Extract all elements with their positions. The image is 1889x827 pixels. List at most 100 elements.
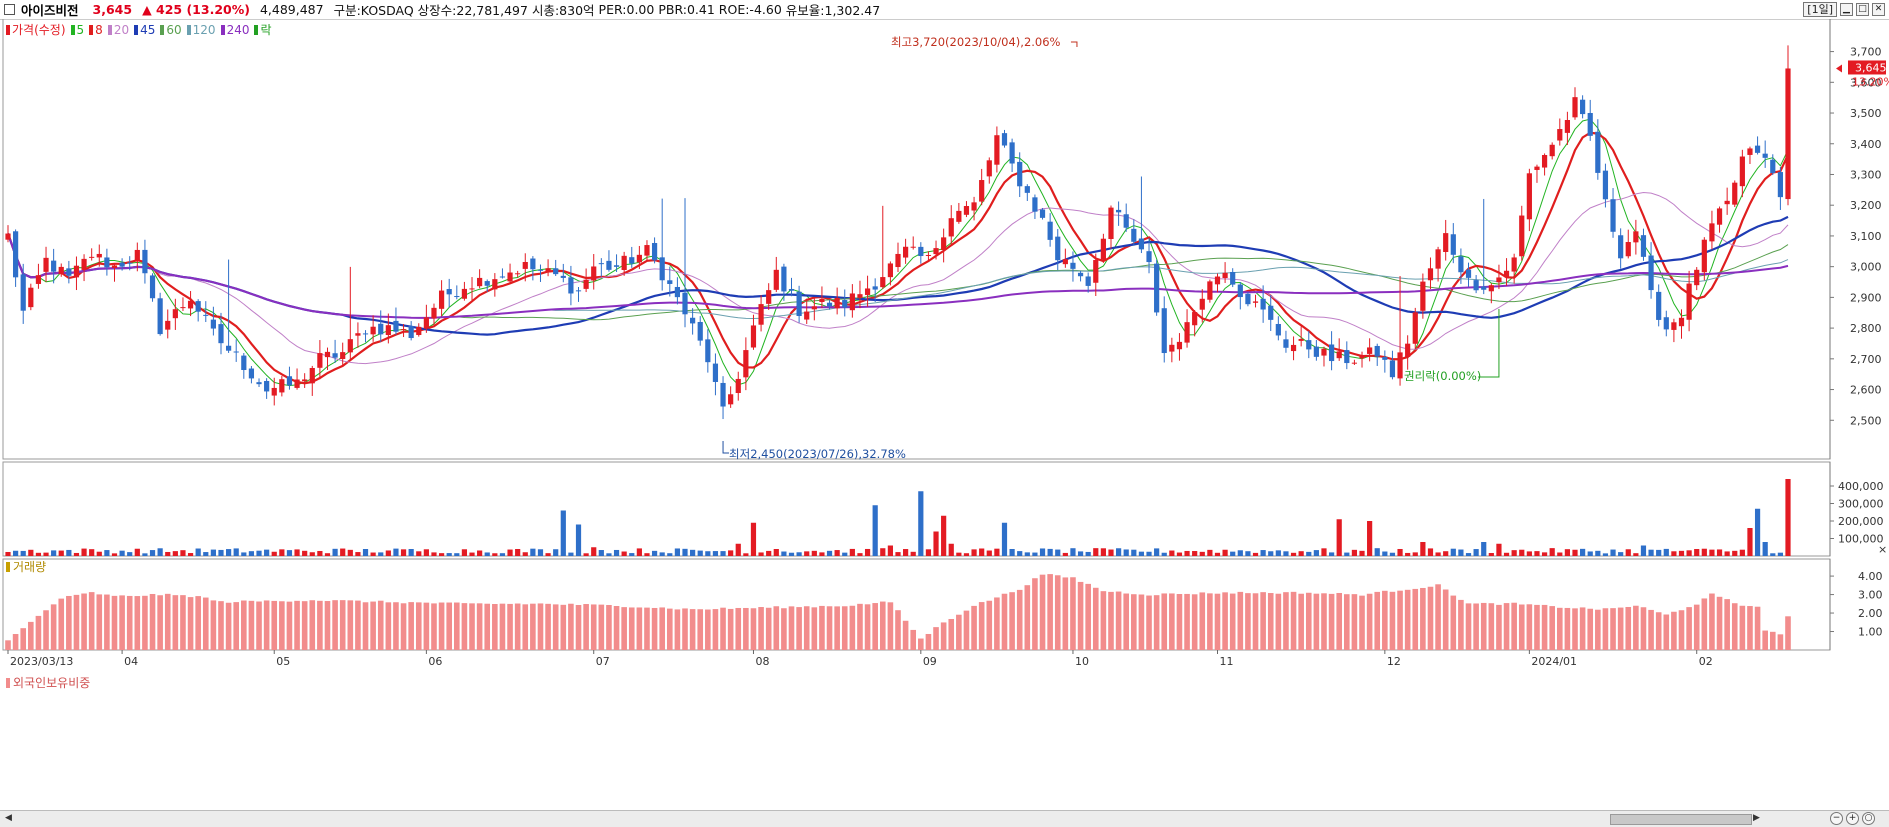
volume-bar (583, 553, 589, 556)
volume-bar (1481, 542, 1487, 556)
zoom-out-icon[interactable]: − (1830, 812, 1843, 825)
foreign-bar (674, 609, 681, 650)
minimize-icon[interactable]: ▁ (1840, 3, 1853, 16)
foreign-bar (324, 601, 331, 650)
foreign-bar (1496, 604, 1502, 650)
volume-bar (1496, 543, 1502, 556)
foreign-bar (1321, 593, 1327, 650)
volume-bar (1199, 551, 1205, 556)
candle-body (1458, 256, 1464, 273)
candle-body (1625, 242, 1631, 257)
legend-drop[interactable]: 락 (254, 21, 272, 38)
volume-bar (446, 553, 452, 556)
candle-body (1230, 271, 1236, 285)
volume-bar (705, 551, 711, 556)
scroll-right-icon[interactable]: ▶ (1753, 813, 1760, 823)
foreign-bar (1222, 592, 1228, 650)
foreign-bar (1252, 593, 1259, 650)
candle-body (1564, 120, 1571, 133)
candle-body (1473, 280, 1479, 291)
volume-bar (1656, 549, 1662, 556)
volume-tick-label: 300,000 (1838, 498, 1884, 511)
foreign-bar (1480, 602, 1487, 650)
volume-bar (591, 547, 597, 556)
legend-ma-240[interactable]: 240 (220, 21, 249, 38)
foreign-bar (294, 600, 300, 650)
volume-bar (1230, 551, 1236, 556)
scroll-left-icon[interactable]: ◀ (5, 813, 12, 823)
volume-bar (1458, 549, 1464, 556)
candle-body (454, 296, 460, 298)
candle-body (895, 253, 901, 268)
candle-body (682, 292, 688, 315)
volume-bar (484, 552, 490, 556)
volume-bar (1724, 551, 1730, 556)
candle-body (773, 269, 779, 290)
period-button[interactable]: [1일] (1803, 2, 1837, 17)
foreign-bar (910, 629, 917, 650)
foreign-bar (408, 602, 414, 650)
candle-body (743, 350, 749, 378)
volume-bar (522, 552, 528, 556)
foreign-bar (1503, 603, 1510, 650)
candle-body (1602, 170, 1609, 200)
legend-ma-20-swatch (107, 24, 112, 35)
foreign-bar (1518, 604, 1525, 650)
candle-body (332, 353, 338, 358)
volume-bar (1009, 548, 1015, 556)
candle-body (826, 302, 833, 307)
volume-bar (834, 550, 840, 556)
volume-bar (233, 548, 239, 556)
foreign-bar (1686, 607, 1692, 650)
legend-ma-5[interactable]: 5 (70, 21, 84, 38)
legend-ma-120[interactable]: 120 (186, 21, 216, 38)
foreign-bar (301, 601, 308, 650)
volume-bar (1389, 552, 1396, 556)
zoom-reset-icon[interactable]: ○ (1862, 812, 1875, 825)
candle-body (925, 254, 932, 256)
volume-bar (1039, 548, 1046, 556)
foreign-bar (1047, 574, 1053, 650)
legend-price[interactable]: 가격(수정) (6, 21, 66, 38)
candle-body (1465, 269, 1472, 278)
candle-body (1701, 239, 1707, 273)
close-icon[interactable]: ✕ (1872, 3, 1885, 16)
foreign-bar (1085, 583, 1091, 650)
volume-bar (1214, 552, 1221, 556)
select-checkbox[interactable] (4, 4, 15, 15)
foreign-bar (1442, 589, 1449, 650)
legend-ma-20[interactable]: 20 (107, 21, 129, 38)
candle-body (1640, 235, 1647, 257)
pane-frame-2 (2, 558, 1831, 651)
scroll-thumb[interactable] (1610, 814, 1752, 825)
foreign-bar (834, 606, 840, 650)
chart-scrollbar[interactable]: ◀ ▶ − + ○ (0, 810, 1889, 827)
volume-bar (674, 548, 681, 556)
zoom-in-icon[interactable]: + (1846, 812, 1859, 825)
legend-ma-60[interactable]: 60 (160, 21, 182, 38)
candle-body (203, 314, 209, 316)
candle-body (537, 269, 544, 271)
legend-ma-45-label: 45 (140, 22, 156, 37)
stock-chart[interactable]: 2,500 2,600 2,700 2,800 2,900 3,000 3,100 3,200… (0, 19, 1889, 810)
foreign-bar (933, 627, 939, 650)
foreign-bar (788, 606, 795, 650)
volume-bar (537, 549, 544, 556)
volume-bar (1663, 548, 1669, 556)
volume-bar (651, 550, 658, 556)
candle-body (613, 265, 620, 267)
legend-ma-8[interactable]: 8 (89, 21, 103, 38)
legend-ma-45[interactable]: 45 (134, 21, 155, 38)
candle-body (1572, 97, 1578, 118)
foreign-bar (826, 606, 833, 650)
volume-bar (1420, 542, 1426, 556)
candle-body (1694, 269, 1700, 286)
maximize-icon[interactable]: □ (1856, 3, 1869, 16)
x-tick-label: 2024/01 (1531, 655, 1577, 668)
candle-body (1762, 153, 1768, 158)
foreign-bar (339, 600, 346, 650)
volume-bar (1770, 553, 1776, 556)
foreign-bar (50, 604, 57, 650)
candle-body (1678, 317, 1685, 327)
volume-bar (324, 553, 331, 556)
